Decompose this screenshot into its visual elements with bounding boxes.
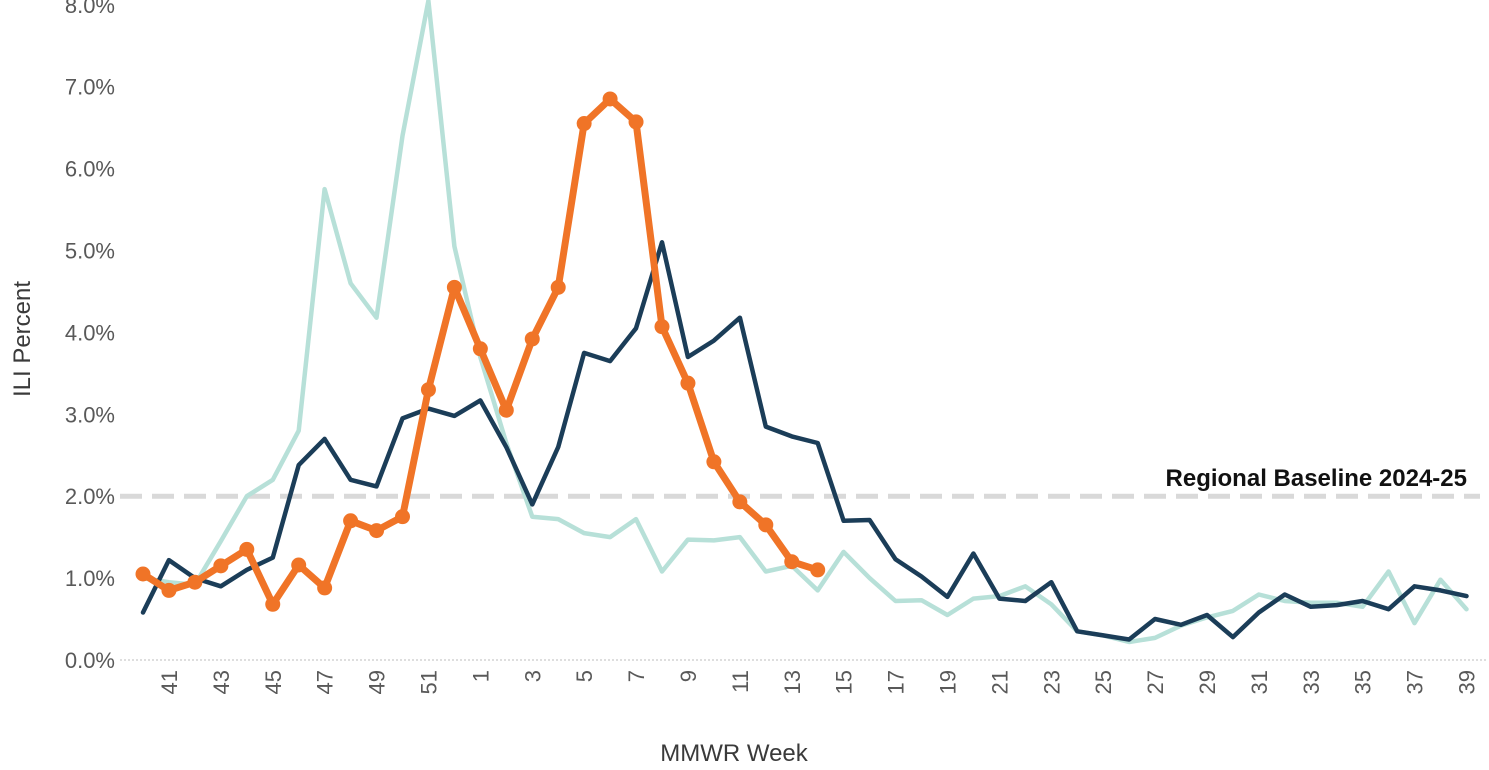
x-tick-label: 15	[832, 670, 857, 694]
x-tick-label: 27	[1143, 670, 1168, 694]
x-tick-label: 25	[1091, 670, 1116, 694]
x-tick-label: 11	[728, 670, 753, 693]
series-point	[810, 562, 826, 578]
x-tick-label: 21	[987, 670, 1012, 694]
series-point	[187, 574, 203, 590]
x-tick-label: 45	[261, 670, 286, 694]
y-tick-label: 1.0%	[65, 566, 115, 591]
series-point	[732, 494, 748, 510]
y-tick-label: 3.0%	[65, 402, 115, 427]
series-point	[343, 513, 359, 529]
series-point	[680, 375, 696, 391]
x-tick-label: 35	[1351, 670, 1376, 694]
baseline-label: Regional Baseline 2024-25	[1166, 465, 1467, 492]
y-tick-label: 0.0%	[65, 648, 115, 673]
series-point	[446, 279, 462, 295]
y-axis-title: ILI Percent	[9, 281, 36, 397]
series-point	[239, 541, 255, 557]
series-point	[420, 382, 436, 398]
series-point	[265, 596, 281, 612]
x-tick-label: 37	[1403, 670, 1428, 694]
series-point	[161, 582, 177, 598]
series-2-line	[140, 240, 1469, 642]
series-point	[317, 580, 333, 596]
x-tick-label: 13	[780, 670, 805, 694]
series-point	[291, 557, 307, 573]
series-point	[550, 279, 566, 295]
y-tick-label: 7.0%	[65, 75, 115, 100]
x-tick-label: 33	[1299, 670, 1324, 694]
x-axis-title: MMWR Week	[660, 740, 809, 767]
series-point	[758, 517, 774, 533]
y-tick-label: 2.0%	[65, 484, 115, 509]
series-point	[369, 523, 385, 539]
series-point	[706, 454, 722, 470]
x-tick-label: 17	[884, 670, 909, 694]
x-tick-label: 3	[520, 670, 545, 682]
x-tick-label: 47	[313, 670, 338, 694]
baseline-layer: Regional Baseline 2024-25	[120, 465, 1487, 661]
x-tick-label: 43	[209, 670, 234, 694]
x-tick-label: 29	[1195, 670, 1220, 694]
y-tick-label: 8.0%	[65, 0, 115, 18]
x-tick-label: 51	[416, 670, 441, 694]
series-point	[524, 331, 540, 347]
series-point	[213, 558, 229, 574]
series-layer	[135, 0, 1469, 645]
x-tick-label: 5	[572, 670, 597, 682]
x-tick-label: 7	[624, 670, 649, 682]
series-point	[602, 91, 618, 107]
series-point	[654, 319, 670, 335]
x-axis-ticks: 41 43 45 47 49 51 1 3 5 7 9 11 13 15 17 19 21 23 25 27 29 31 3…	[157, 670, 1479, 694]
x-tick-label: 31	[1247, 670, 1272, 694]
y-axis-ticks: 0.0% 1.0% 2.0% 3.0% 4.0% 5.0% 6.0% 7.0% 8.0%	[65, 0, 115, 673]
series-point	[135, 566, 151, 582]
series-point	[498, 402, 514, 418]
series-point	[628, 114, 644, 130]
series-point	[472, 341, 488, 357]
series-point	[784, 554, 800, 570]
x-tick-label: 49	[365, 670, 390, 694]
x-tick-label: 39	[1454, 670, 1479, 694]
series-point	[576, 116, 592, 132]
x-tick-label: 23	[1039, 670, 1064, 694]
y-tick-label: 4.0%	[65, 320, 115, 345]
x-tick-label: 9	[676, 670, 701, 682]
y-tick-label: 6.0%	[65, 157, 115, 182]
y-tick-label: 5.0%	[65, 239, 115, 264]
series-point	[395, 509, 410, 525]
x-tick-label: 41	[157, 670, 182, 694]
x-tick-label: 1	[468, 670, 493, 682]
x-tick-label: 19	[935, 670, 960, 694]
series-1-line	[140, 0, 1469, 645]
